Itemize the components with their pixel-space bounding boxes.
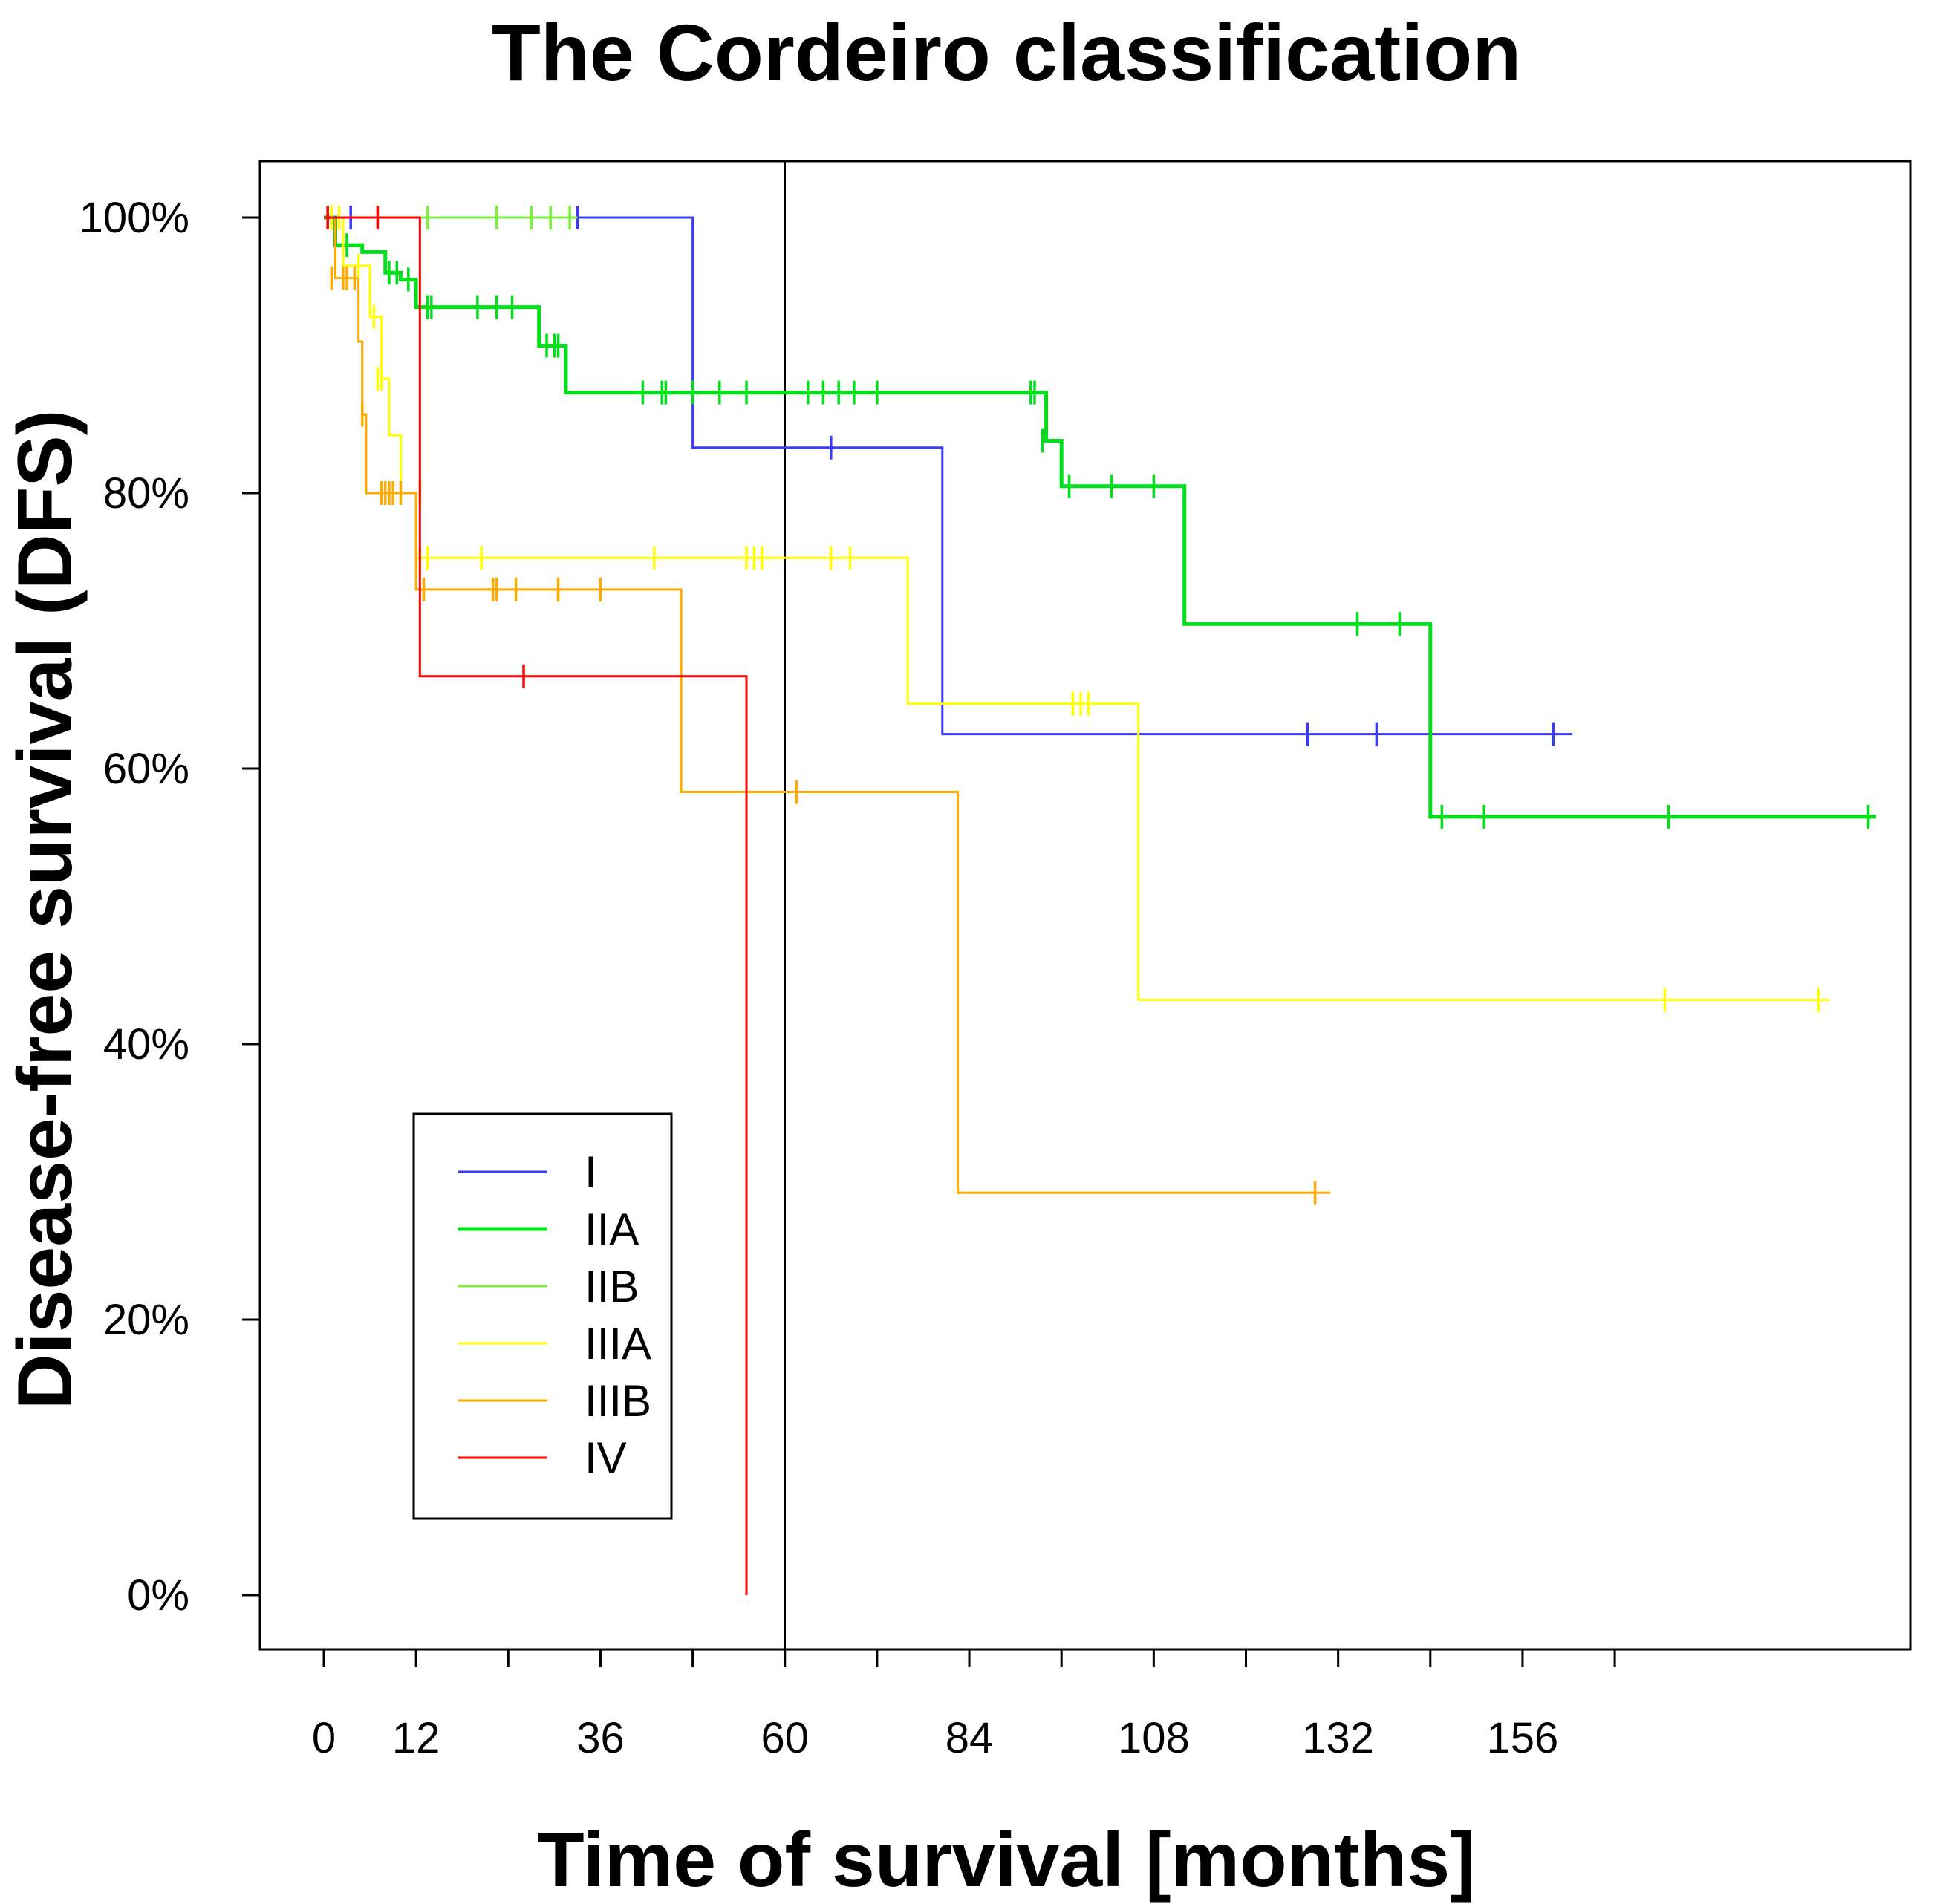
series-iiia-line [324,216,1830,1002]
x-tick-label: 108 [1118,1714,1190,1762]
series-iv-line [324,216,748,1595]
y-axis-title: Disease-free survival (DFS) [2,410,88,1410]
x-tick-label: 36 [576,1714,625,1762]
legend-box [412,1112,673,1520]
legend-iib-label: IIB [585,1262,639,1311]
legend-iiib-label: IIIB [585,1376,651,1426]
legend-iiia-label: IIIA [585,1319,651,1369]
x-axis-title: Time of survival [months] [537,1817,1476,1903]
series-iv [324,206,748,1595]
x-tick-label: 156 [1487,1714,1559,1762]
y-tick-label: 100% [79,194,189,242]
series-iiib-line [324,216,1331,1194]
legend-iia-label: IIA [585,1204,639,1254]
axes: 0 12 36 60 84 108 132 156 0% 20% 40% 60% 80% 100% [79,194,1616,1762]
series-iia [324,215,1876,829]
x-tick-label: 0 [312,1714,336,1762]
x-tick-label: 84 [945,1714,994,1762]
series-i-line [324,216,1573,736]
series-iiia [324,206,1830,1012]
y-tick-label: 80% [103,469,189,518]
x-tick-label: 12 [392,1714,440,1762]
series-iia-line [324,215,1876,819]
legend-iv-label: IV [585,1433,627,1483]
survival-curves [324,206,1876,1595]
y-tick-label: 20% [103,1296,189,1344]
y-tick-label: 0% [127,1571,189,1620]
legend-i-label: I [585,1147,597,1197]
y-tick-label: 60% [103,745,189,793]
series-iiib [324,216,1331,1205]
x-tick-label: 60 [761,1714,809,1762]
series-i [324,206,1573,746]
y-tick-label: 40% [103,1020,189,1069]
chart-title: The Cordeiro classification [492,7,1521,97]
x-tick-label: 132 [1302,1714,1374,1762]
